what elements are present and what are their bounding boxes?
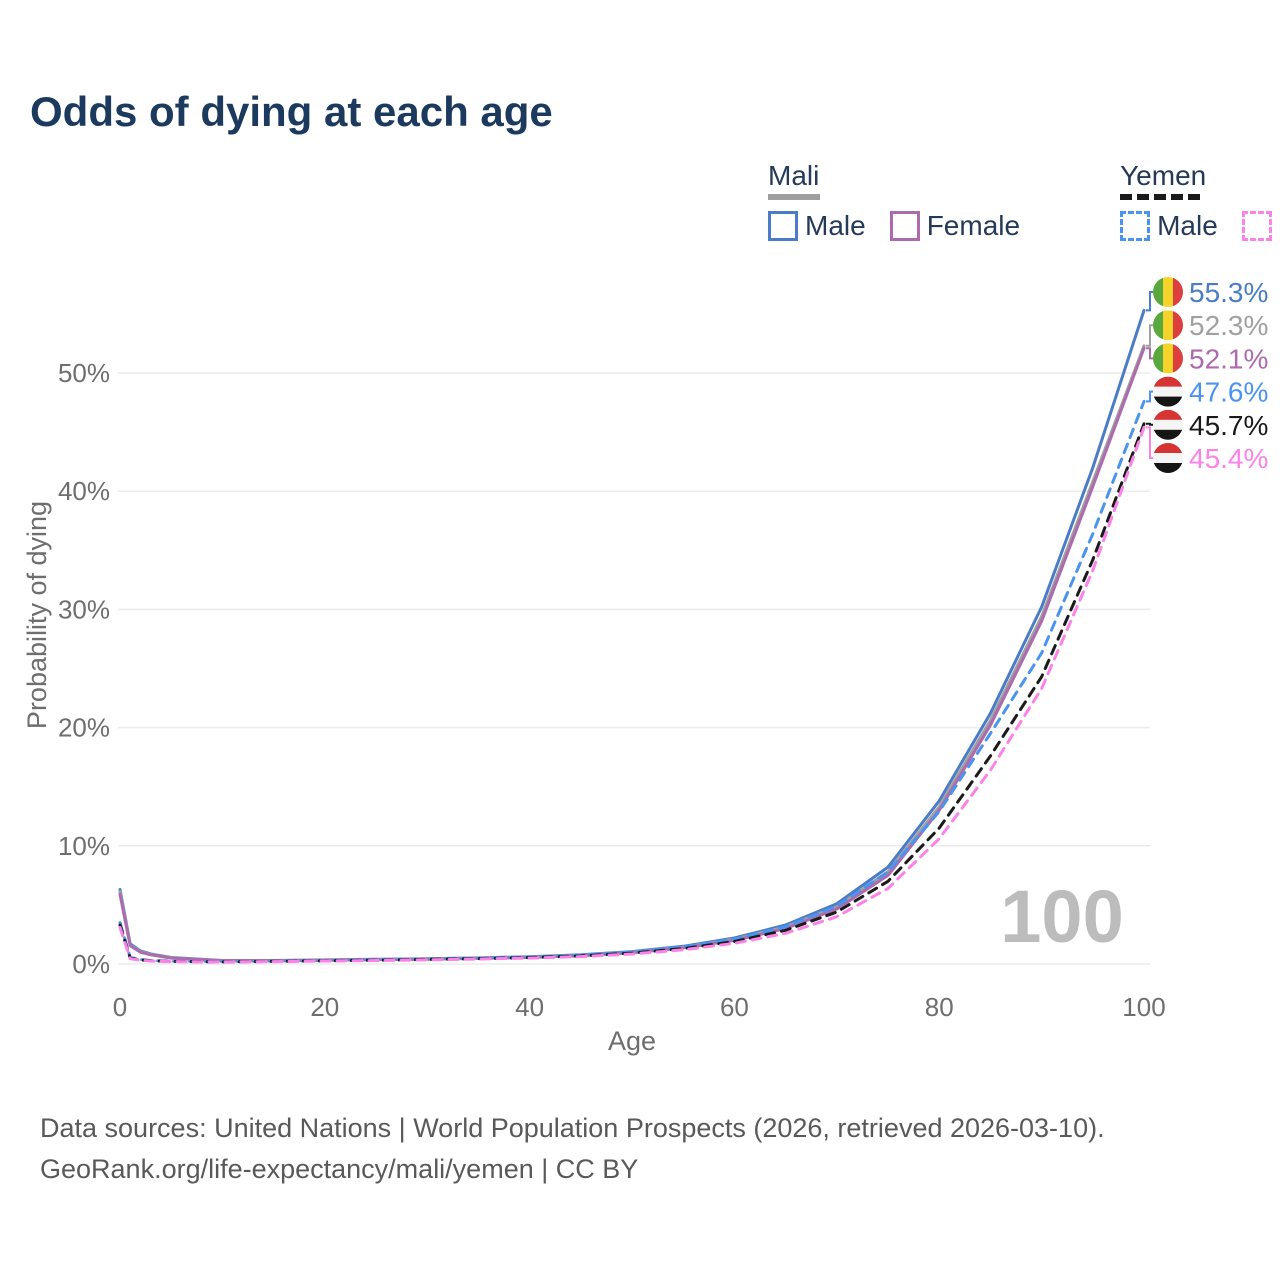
series-line-mali-male	[118, 308, 1146, 962]
mali-flag-icon	[1153, 343, 1183, 374]
x-tick-label: 20	[310, 992, 339, 1022]
legend-group-yemen: Yemen Male Female	[1120, 160, 1280, 242]
yemen-flag-icon	[1153, 443, 1183, 473]
series-line-mali	[118, 344, 1146, 963]
x-axis-title: Age	[608, 1026, 656, 1056]
end-label-connector	[1146, 426, 1153, 459]
mali-solid-line-swatch	[768, 194, 820, 200]
end-label-yemen-male: 47.6%	[1189, 377, 1268, 408]
series-line-yemen-male	[118, 399, 1146, 964]
legend-entry-yemen-female-label: Female	[1279, 210, 1280, 242]
end-label-connector	[1146, 390, 1153, 403]
end-label-connector	[1146, 324, 1153, 347]
end-label-mali-male: 55.3%	[1189, 277, 1268, 308]
footer-sources-line: Data sources: United Nations | World Pop…	[40, 1113, 1105, 1143]
series-line-mali-female	[118, 346, 1146, 963]
y-axis-title: Probability of dying	[22, 501, 52, 729]
legend-entry-mali-male-label: Male	[805, 210, 866, 241]
end-label-yemen: 45.7%	[1189, 410, 1268, 441]
footer-attribution-line: GeoRank.org/life-expectancy/mali/yemen |…	[40, 1154, 639, 1184]
series-line-yemen-female	[118, 425, 1146, 964]
y-tick-label: 0%	[72, 949, 110, 979]
end-label-connector	[1146, 291, 1153, 312]
yemen-female-checkbox-icon[interactable]	[1241, 211, 1272, 241]
legend-entry-yemen-male-label: Male	[1157, 210, 1218, 241]
y-tick-label: 20%	[58, 713, 110, 743]
y-tick-label: 40%	[58, 476, 110, 506]
yemen-flag-icon	[1153, 376, 1183, 407]
legend-entry-yemen-male[interactable]: Male	[1120, 210, 1218, 242]
mali-female-checkbox-icon[interactable]	[889, 211, 920, 241]
legend-entry-mali-female-label: Female	[926, 210, 1021, 241]
legend-entry-yemen-female[interactable]: Female	[1241, 210, 1280, 242]
page-title: Odds of dying at each age	[30, 88, 553, 135]
x-tick-label: 40	[515, 992, 544, 1022]
mali-flag-icon	[1153, 310, 1183, 341]
end-label-connector	[1146, 347, 1153, 360]
legend-entry-mali-female[interactable]: Female	[889, 210, 1021, 242]
x-tick-label: 0	[113, 992, 127, 1022]
y-tick-label: 30%	[58, 594, 110, 624]
legend-group-yemen-label: Yemen	[1120, 160, 1207, 191]
end-label-connector	[1146, 422, 1153, 426]
y-tick-label: 50%	[58, 358, 110, 388]
data-source-footer: Data sources: United Nations | World Pop…	[40, 1108, 1105, 1190]
end-label-mali-female: 52.1%	[1189, 343, 1268, 374]
legend: Mali Male Female Yemen Male Female	[768, 160, 1280, 242]
mali-flag-icon	[1153, 277, 1183, 307]
end-label-yemen-female: 45.4%	[1189, 443, 1268, 474]
legend-group-mali-label: Mali	[768, 160, 820, 191]
series-line-yemen	[118, 422, 1146, 964]
yemen-flag-icon	[1153, 409, 1183, 440]
x-tick-label: 60	[720, 992, 749, 1022]
x-tick-label: 80	[925, 992, 954, 1022]
legend-group-mali: Mali Male Female	[768, 160, 1020, 242]
mali-male-checkbox-icon[interactable]	[768, 211, 798, 241]
age-watermark: 100	[1000, 875, 1123, 958]
y-tick-label: 10%	[58, 831, 110, 861]
yemen-male-checkbox-icon[interactable]	[1120, 211, 1151, 241]
legend-entry-mali-male[interactable]: Male	[768, 210, 866, 242]
yemen-dashed-line-swatch	[1120, 194, 1201, 200]
end-label-mali: 52.3%	[1189, 310, 1268, 341]
x-tick-label: 100	[1122, 992, 1165, 1022]
